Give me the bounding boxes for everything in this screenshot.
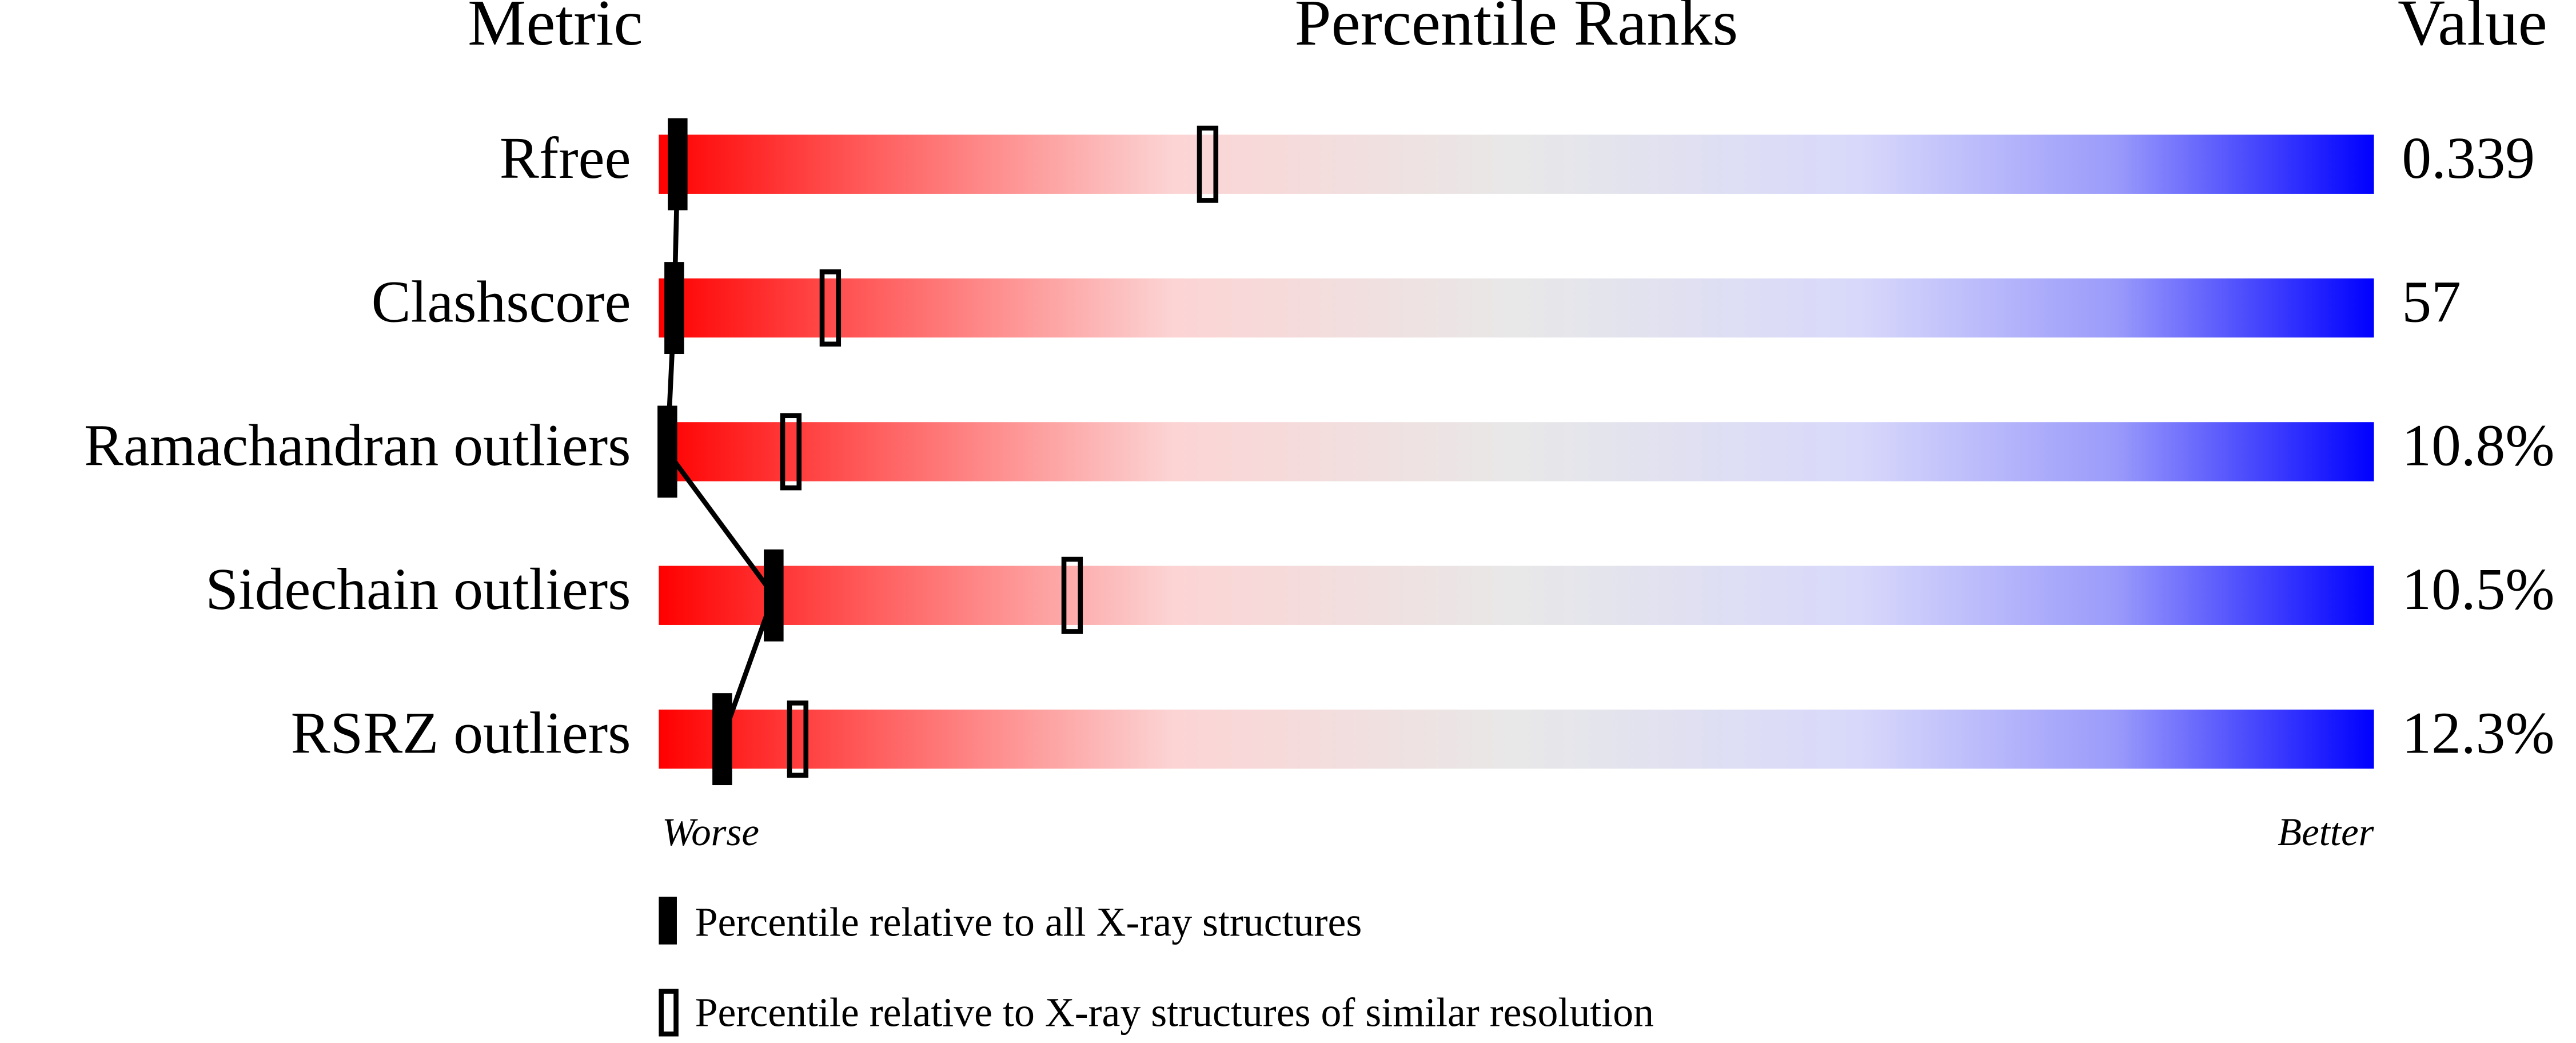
metric-label: Sidechain outliers [205,557,631,622]
marker-all [657,405,677,498]
header-metric: Metric [468,0,643,59]
percentile-bar [659,134,2374,194]
marker-similar [1061,556,1083,634]
marker-all [712,693,732,786]
legend-label-similar: Percentile relative to X-ray structures … [695,990,1654,1036]
axis-right-label: Better [2278,810,2375,854]
header-ranks: Percentile Ranks [1295,0,1738,59]
percentile-bar [659,566,2374,625]
metric-label: Clashscore [372,269,631,335]
axis-left-label: Worse [662,810,759,854]
metric-value: 0.339 [2402,126,2535,191]
marker-similar [780,413,802,491]
marker-similar [819,269,842,347]
metric-value: 10.5% [2402,557,2554,622]
marker-similar [1197,125,1219,203]
metric-value: 57 [2402,269,2461,335]
marker-all [668,118,688,210]
percentile-bar [659,278,2374,338]
legend-swatch-all [659,897,677,945]
marker-similar [787,700,809,778]
metric-label: Rfree [500,126,631,191]
metric-value: 12.3% [2402,700,2554,766]
header-value: Value [2398,0,2547,59]
percentile-bar [659,709,2374,769]
legend-label-all: Percentile relative to all X-ray structu… [695,899,1362,945]
metric-label: RSRZ outliers [291,700,631,766]
metric-label: Ramachandran outliers [84,413,631,479]
percentile-bar [659,422,2374,481]
legend-swatch-similar [659,989,679,1037]
marker-all [664,262,684,355]
metric-value: 10.8% [2402,413,2554,479]
marker-all [764,549,784,642]
